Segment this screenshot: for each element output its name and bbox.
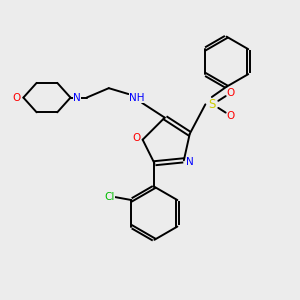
- Text: N: N: [187, 157, 194, 167]
- Text: O: O: [227, 110, 235, 121]
- Text: Cl: Cl: [104, 192, 115, 202]
- Text: NH: NH: [129, 93, 145, 103]
- Text: O: O: [227, 88, 235, 98]
- Text: O: O: [132, 133, 140, 143]
- Text: O: O: [13, 93, 21, 103]
- Text: S: S: [208, 98, 215, 111]
- Text: N: N: [73, 93, 81, 103]
